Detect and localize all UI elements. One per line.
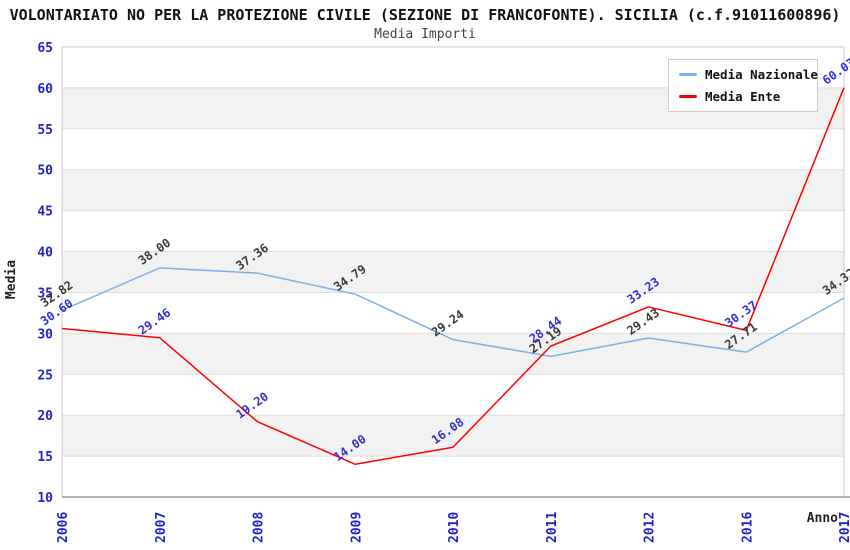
- x-axis-title: Anno: [806, 511, 838, 526]
- series-line-media-ente[interactable]: [61, 87, 845, 466]
- x-tick-label: 2016: [740, 512, 755, 543]
- legend-swatch-ente-icon: [679, 95, 697, 98]
- plot-band: [62, 251, 844, 293]
- y-tick-label: 60: [37, 82, 53, 97]
- plot-band: [62, 292, 844, 334]
- y-tick-label: 10: [37, 491, 53, 506]
- y-tick-label: 40: [37, 246, 53, 261]
- y-tick-label: 55: [37, 123, 53, 138]
- x-tick-label: 2010: [447, 512, 462, 543]
- chart-title: VOLONTARIATO NO PER LA PROTEZIONE CIVILE…: [9, 6, 841, 24]
- x-tick-label: 2011: [545, 512, 560, 543]
- x-tick-label: 2017: [838, 512, 850, 543]
- chart-subtitle: Media Importi: [374, 27, 476, 42]
- y-tick-label: 25: [37, 368, 53, 383]
- y-tick-label: 30: [37, 327, 53, 342]
- plot-band: [62, 210, 844, 252]
- x-tick-label: 2007: [154, 512, 169, 543]
- plot-band: [62, 456, 844, 497]
- legend-swatch-nazionale-icon: [679, 73, 697, 76]
- legend-label-ente: Media Ente: [705, 89, 781, 104]
- plot-band: [62, 169, 844, 211]
- y-tick-label: 65: [37, 41, 53, 56]
- y-tick-label: 20: [37, 409, 53, 424]
- y-tick-label: 45: [37, 205, 53, 220]
- plot-band: [62, 128, 844, 170]
- y-axis-title: Media: [4, 259, 20, 300]
- x-tick-label: 2012: [643, 512, 658, 543]
- y-tick-label: 50: [37, 164, 53, 179]
- x-tick-label: 2008: [252, 512, 267, 543]
- plot-band: [62, 415, 844, 457]
- y-tick-label: 15: [37, 450, 53, 465]
- plot-band: [62, 374, 844, 416]
- legend-label-nazionale: Media Nazionale: [705, 67, 818, 82]
- x-tick-label: 2009: [349, 512, 364, 543]
- legend: Media Nazionale Media Ente: [668, 59, 818, 112]
- legend-item-media-nazionale[interactable]: Media Nazionale: [679, 67, 818, 82]
- legend-item-media-ente[interactable]: Media Ente: [679, 89, 807, 104]
- series-line-media-nazionale[interactable]: [61, 267, 845, 358]
- x-tick-label: 2006: [56, 512, 71, 543]
- y-tick-label: 35: [37, 286, 53, 301]
